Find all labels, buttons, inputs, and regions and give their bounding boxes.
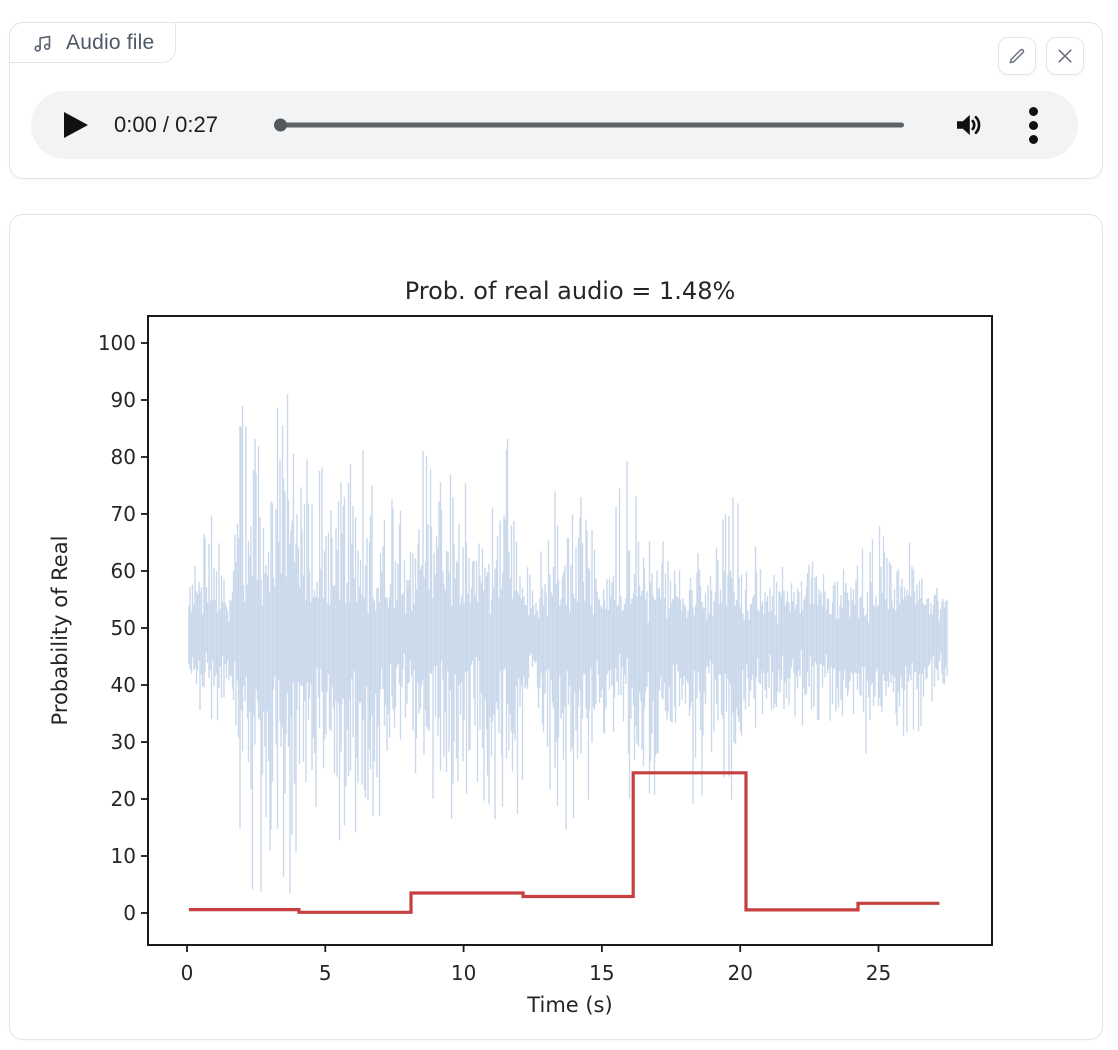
y-tick-label: 10: [111, 844, 136, 868]
axes-frame: [147, 315, 993, 946]
x-tick-label: 20: [727, 961, 752, 985]
y-tick-label: 80: [111, 445, 136, 469]
x-tick-label: 0: [181, 961, 194, 985]
probability-chart: 0 5 10 15 20 25 0 10 20 30 40 50 60 70 80 90 100 Prob. of…: [48, 277, 993, 1017]
kebab-dot: [1028, 120, 1038, 130]
edit-button[interactable]: [998, 37, 1036, 75]
speaker-icon: [953, 109, 985, 141]
y-tick-label: 20: [111, 787, 136, 811]
waveform-series: [188, 394, 948, 894]
pencil-icon: [1007, 46, 1027, 66]
close-button[interactable]: [1046, 37, 1084, 75]
music-note-icon: [31, 30, 54, 55]
seek-bar[interactable]: [274, 115, 904, 135]
y-tick-label: 70: [111, 502, 136, 526]
audio-file-tab: Audio file: [9, 22, 176, 63]
time-display: 0:00 / 0:27: [114, 112, 218, 137]
audio-file-card: Audio file 0:00 / 0:27: [9, 22, 1103, 179]
audio-player: 0:00 / 0:27: [31, 91, 1078, 159]
y-tick-label: 40: [111, 673, 136, 697]
y-tick-label: 30: [111, 730, 136, 754]
x-tick-label: 25: [866, 961, 891, 985]
x-tick-label: 15: [589, 961, 614, 985]
play-button[interactable]: [64, 112, 88, 138]
step-line-series: [188, 771, 940, 914]
chart-title: Prob. of real audio = 1.48%: [405, 277, 736, 305]
y-tick-label: 100: [98, 331, 136, 355]
kebab-dot: [1028, 134, 1038, 144]
seek-thumb[interactable]: [274, 118, 287, 132]
x-tick-label: 10: [451, 961, 476, 985]
kebab-menu-button[interactable]: [1026, 105, 1040, 145]
y-tick-label: 60: [111, 559, 136, 583]
x-tick-label: 5: [319, 961, 332, 985]
x-axis-label: Time (s): [526, 993, 612, 1017]
audio-file-tab-label: Audio file: [66, 30, 155, 54]
volume-button[interactable]: [953, 109, 985, 141]
y-tick-label: 0: [123, 901, 136, 925]
kebab-dot: [1028, 106, 1038, 116]
seek-track: [274, 122, 904, 128]
y-axis-label: Probability of Real: [48, 536, 72, 726]
chart-card: 0 5 10 15 20 25 0 10 20 30 40 50 60 70 80 90 100 Prob. of…: [9, 214, 1103, 1040]
y-tick-label: 90: [111, 388, 136, 412]
y-tick-label: 50: [111, 616, 136, 640]
x-icon: [1055, 46, 1075, 66]
